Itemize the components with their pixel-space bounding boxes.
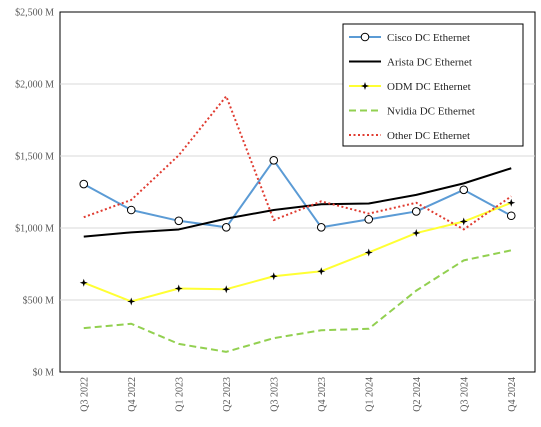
data-point — [364, 215, 374, 224]
legend-label: Other DC Ethernet — [387, 130, 470, 142]
data-point — [506, 211, 516, 221]
data-point — [221, 222, 231, 232]
legend-label: ODM DC Ethernet — [387, 81, 471, 93]
legend-label: Arista DC Ethernet — [387, 57, 472, 69]
data-point — [127, 297, 136, 306]
data-point — [411, 207, 421, 216]
data-point — [269, 272, 278, 281]
data-point — [364, 248, 373, 257]
series-line-arista-dc-ethernet — [83, 167, 512, 238]
y-tick-label: $2,500 M — [15, 8, 54, 19]
legend: Cisco DC Ethernet Arista DC Ethernet ODM D… — [342, 23, 524, 147]
legend-label: Nvidia DC Ethernet — [387, 106, 475, 118]
data-point — [317, 267, 326, 276]
series-line-nvidia-dc-ethernet — [83, 249, 512, 353]
legend-item: Arista DC Ethernet — [349, 57, 472, 69]
data-point — [507, 198, 516, 207]
legend-item: Cisco DC Ethernet — [349, 32, 470, 44]
y-tick-label: $0 M — [33, 368, 55, 379]
y-tick-label: $2,000 M — [15, 80, 54, 91]
data-point — [316, 222, 326, 232]
data-point — [459, 217, 468, 226]
series-line-odm-dc-ethernet — [83, 201, 512, 303]
y-axis-ticks: $0 M $500 M $1,000 M $1,500 M $2,000 M $2,500… — [15, 8, 54, 379]
y-tick-label: $1,000 M — [15, 224, 54, 235]
series-cisco-dc-ethernet — [79, 156, 516, 232]
legend-item: ODM DC Ethernet — [349, 81, 471, 93]
series-lines — [79, 95, 516, 353]
legend-marker — [360, 32, 370, 42]
x-tick-label: Q2 2023 — [222, 377, 233, 412]
x-tick-label: Q4 2023 — [317, 377, 328, 412]
series-nvidia-dc-ethernet — [83, 249, 512, 353]
x-tick-label: Q4 2022 — [127, 377, 138, 412]
x-tick-label: Q2 2024 — [412, 377, 423, 412]
data-point — [269, 156, 279, 165]
legend-label: Cisco DC Ethernet — [387, 32, 470, 44]
y-tick-label: $1,500 M — [15, 152, 54, 163]
series-arista-dc-ethernet — [83, 167, 512, 238]
x-tick-label: Q1 2023 — [174, 377, 185, 412]
x-tick-label: Q1 2024 — [364, 377, 375, 412]
data-point — [222, 285, 231, 294]
legend-marker — [361, 82, 369, 90]
x-tick-label: Q3 2024 — [459, 377, 470, 412]
x-tick-label: Q3 2023 — [269, 377, 280, 412]
data-point — [174, 216, 184, 226]
x-tick-label: Q4 2024 — [507, 377, 518, 412]
data-point — [126, 205, 136, 215]
legend-item: Nvidia DC Ethernet — [349, 106, 475, 118]
series-line-other-dc-ethernet — [83, 95, 512, 231]
data-point — [79, 179, 89, 189]
data-point — [412, 229, 421, 238]
series-line-cisco-dc-ethernet — [83, 159, 512, 229]
data-point — [459, 185, 469, 195]
x-tick-label: Q3 2022 — [79, 377, 90, 412]
data-point — [79, 278, 88, 287]
series-other-dc-ethernet — [83, 95, 512, 231]
x-axis-ticks: Q3 2022 Q4 2022 Q1 2023 Q2 2023 Q3 2023 Q4 20… — [79, 377, 518, 412]
legend-item: Other DC Ethernet — [349, 130, 470, 142]
y-tick-label: $500 M — [23, 296, 55, 307]
data-point — [174, 284, 183, 293]
series-odm-dc-ethernet — [79, 198, 516, 306]
